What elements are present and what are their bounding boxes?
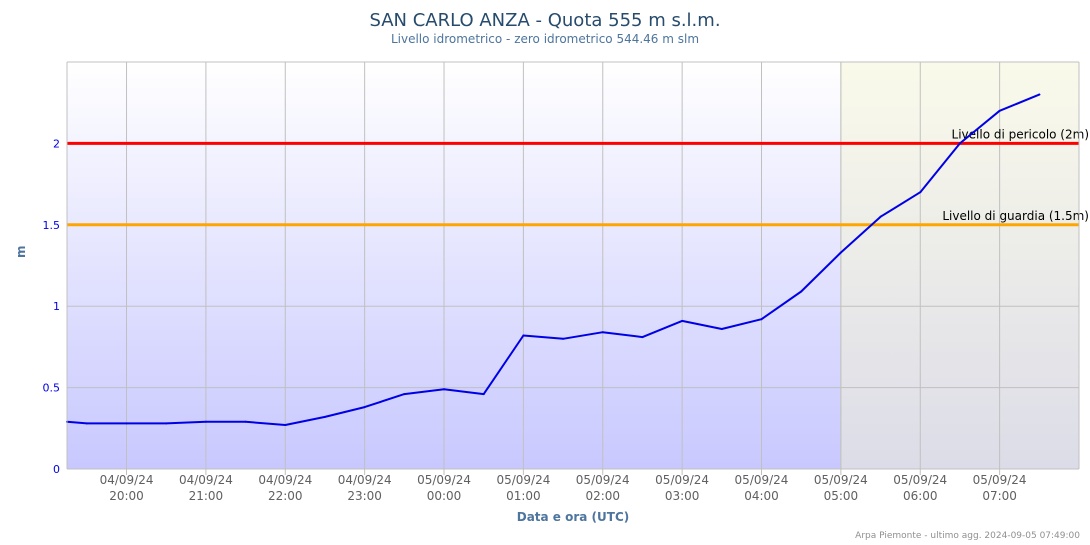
x-tick-label-time: 20:00 [109,489,144,503]
data-point [641,336,644,339]
data-point [879,215,882,218]
x-tick-label-time: 22:00 [268,489,303,503]
x-tick-label-time: 21:00 [189,489,224,503]
data-point [760,318,763,321]
x-tick-label-date: 05/09/24 [893,473,947,487]
x-tick-label-date: 05/09/24 [973,473,1027,487]
x-axis-title: Data e ora (UTC) [516,510,630,524]
x-tick-label-date: 05/09/24 [576,473,630,487]
x-tick-label-time: 07:00 [982,489,1017,503]
chart-title: SAN CARLO ANZA - Quota 555 m s.l.m. [369,10,721,31]
data-point [919,191,922,194]
data-point [244,420,247,423]
x-tick-label-time: 02:00 [585,489,620,503]
data-point [958,142,961,145]
data-point [125,422,128,425]
x-tick-label-time: 03:00 [665,489,700,503]
x-tick-label-time: 06:00 [903,489,938,503]
chart-subtitle: Livello idrometrico - zero idrometrico 5… [390,32,700,46]
x-tick-label-date: 04/09/24 [338,473,392,487]
data-point [800,290,803,293]
x-tick-label-date: 05/09/24 [814,473,868,487]
x-tick-label-date: 04/09/24 [100,473,154,487]
data-point [403,393,406,396]
shaded-band [840,62,1079,469]
x-tick-label-time: 00:00 [427,489,462,503]
y-tick-label: 1.5 [43,219,61,232]
credits-text[interactable]: Arpa Piemonte - ultimo agg. 2024-09-05 0… [855,531,1080,541]
data-point [839,251,842,254]
x-tick-label-date: 04/09/24 [258,473,312,487]
x-tick-label-time: 05:00 [824,489,859,503]
x-tick-label-date: 04/09/24 [179,473,233,487]
data-point [482,393,485,396]
y-tick-label: 0 [53,463,60,476]
data-point [443,388,446,391]
data-point [1038,93,1041,96]
data-point [323,415,326,418]
data-point [562,337,565,340]
x-tick-label-date: 05/09/24 [496,473,550,487]
data-point [522,334,525,337]
x-tick-label-date: 05/09/24 [655,473,709,487]
y-tick-label: 0.5 [43,382,61,395]
data-point [363,406,366,409]
x-tick-label-time: 04:00 [744,489,779,503]
data-point [601,331,604,334]
threshold-label: Livello di pericolo (2m) [952,127,1089,141]
x-tick-label-date: 05/09/24 [735,473,789,487]
data-point [165,422,168,425]
data-point [681,319,684,322]
x-tick-label-date: 05/09/24 [417,473,471,487]
data-point [85,422,88,425]
y-tick-label: 2 [53,137,60,150]
x-tick-label-time: 23:00 [347,489,382,503]
y-tick-label: 1 [53,300,60,313]
threshold-label: Livello di guardia (1.5m) [942,209,1089,223]
x-tick-label-time: 01:00 [506,489,541,503]
series-line [66,93,1041,426]
data-point [720,327,723,330]
data-point [204,420,207,423]
data-point [284,424,287,427]
data-point [998,109,1001,112]
